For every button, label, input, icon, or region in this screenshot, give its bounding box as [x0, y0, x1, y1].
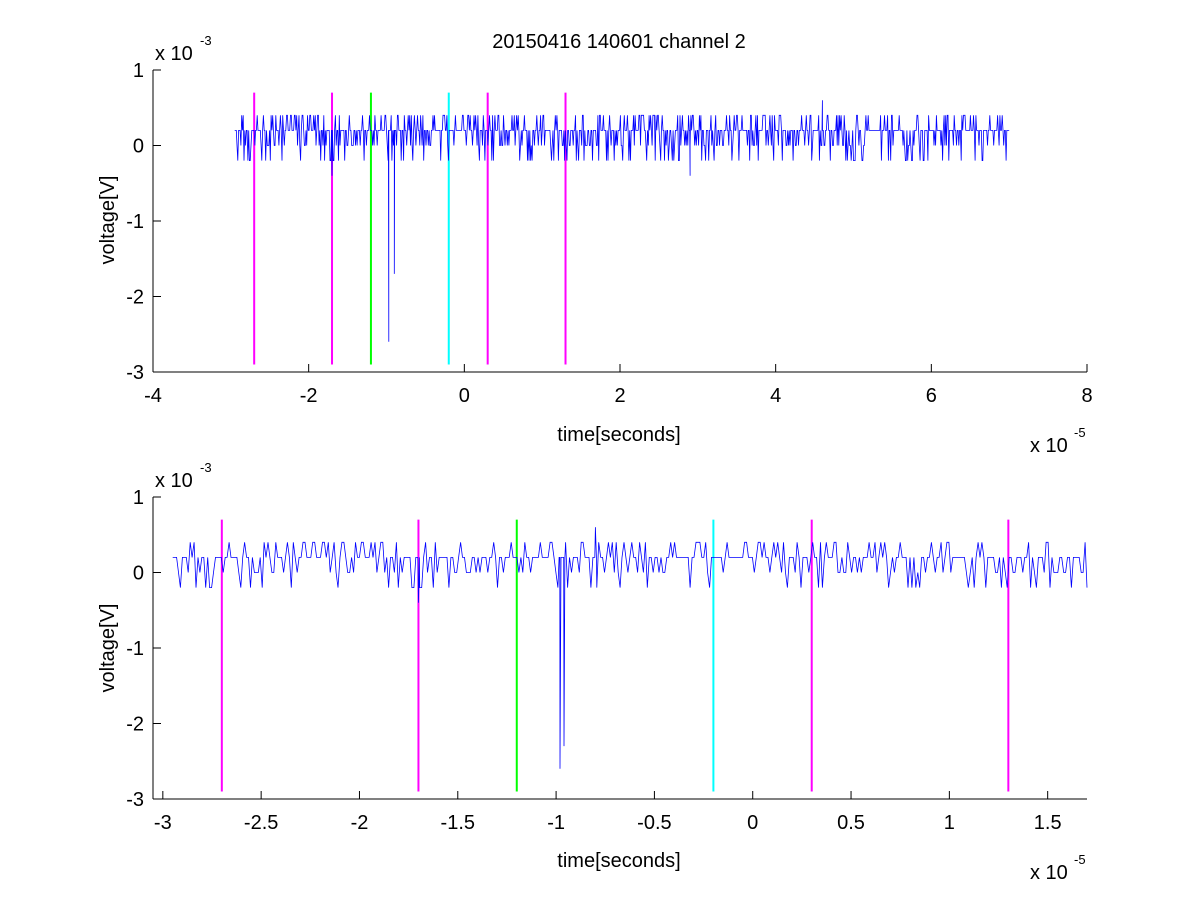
- x-exponent: -5: [1074, 852, 1086, 867]
- x-tick-label: 0: [459, 385, 470, 407]
- chart-bottom: x 10 -3 time[seconds] voltage[V] x 10 -5…: [97, 460, 1088, 884]
- x-axis-label: time[seconds]: [557, 424, 680, 446]
- plot-area: -3 -2.5 -2 -1.5 -1 -0.5 0 0.5 1 1.5 -3 -2 -1 0 1: [126, 487, 1088, 834]
- y-tick-label: 0: [133, 563, 144, 585]
- x-tick-label: 0: [747, 812, 758, 834]
- x-tick-label: -2: [351, 812, 369, 834]
- y-tick-label: 0: [133, 136, 144, 158]
- x-tick-label: 4: [770, 385, 781, 407]
- axes: -3 -2.5 -2 -1.5 -1 -0.5 0 0.5 1 1.5 -3 -2 -1 0 1: [126, 487, 1087, 834]
- axes: -4 -2 0 2 4 6 8 -3 -2 -1 0 1: [126, 60, 1092, 407]
- y-exponent-label: x 10: [155, 470, 193, 492]
- y-exponent: -3: [200, 33, 212, 48]
- x-tick-label: -0.5: [637, 812, 671, 834]
- x-tick-label: -1: [547, 812, 565, 834]
- y-tick-label: -3: [126, 789, 144, 811]
- x-exponent: -5: [1074, 425, 1086, 440]
- x-axis-label: time[seconds]: [557, 850, 680, 872]
- signal-series: [172, 527, 1088, 769]
- y-tick-label: -3: [126, 362, 144, 384]
- x-tick-label: -1.5: [441, 812, 475, 834]
- x-tick-label: 2: [614, 385, 625, 407]
- x-tick-label: -4: [144, 385, 162, 407]
- x-tick-label: 1: [944, 812, 955, 834]
- y-tick-label: -1: [126, 638, 144, 660]
- x-tick-label: -2: [300, 385, 318, 407]
- x-tick-label: 6: [926, 385, 937, 407]
- y-tick-label: 1: [133, 60, 144, 82]
- y-tick-label: 1: [133, 487, 144, 509]
- x-tick-label: 8: [1081, 385, 1092, 407]
- y-tick-label: -2: [126, 287, 144, 309]
- x-exponent-label: x 10: [1030, 435, 1068, 457]
- x-tick-label: 1.5: [1034, 812, 1062, 834]
- y-tick-label: -2: [126, 714, 144, 736]
- y-exponent-label: x 10: [155, 43, 193, 65]
- chart-title: 20150416 140601 channel 2: [492, 31, 746, 53]
- y-tick-label: -1: [126, 211, 144, 233]
- chart-top: 20150416 140601 channel 2 x 10 -3 time[s…: [97, 31, 1093, 457]
- x-tick-label: -3: [154, 812, 172, 834]
- x-tick-label: -2.5: [244, 812, 278, 834]
- plot-area: -4 -2 0 2 4 6 8 -3 -2 -1 0 1: [126, 60, 1092, 407]
- y-axis-label: voltage[V]: [97, 176, 119, 265]
- signal-series: [234, 100, 1010, 342]
- x-tick-label: 0.5: [837, 812, 865, 834]
- y-axis-label: voltage[V]: [97, 604, 119, 693]
- y-exponent: -3: [200, 460, 212, 475]
- x-exponent-label: x 10: [1030, 862, 1068, 884]
